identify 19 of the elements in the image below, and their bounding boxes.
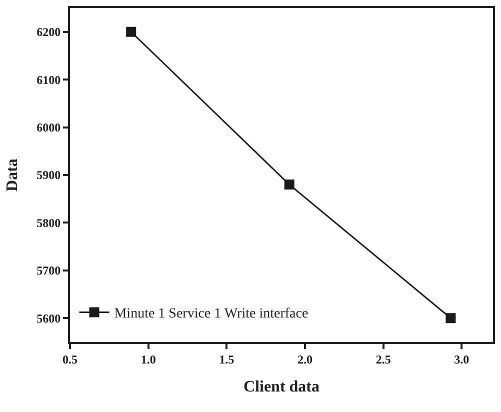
legend-label: Minute 1 Service 1 Write interface [114, 306, 308, 322]
x-tick-label: 2.0 [298, 352, 312, 366]
point [126, 26, 136, 37]
y-tick-label: 6200 [36, 25, 61, 40]
x-tick-label: 3.0 [454, 352, 470, 366]
y-tick-label: 5800 [36, 216, 61, 230]
y-tick-label: 5600 [36, 311, 61, 326]
x-axis-title: Client data [244, 378, 320, 396]
y-tick-label: 5900 [36, 168, 61, 182]
point [284, 180, 294, 190]
x-tick-label: 1.0 [140, 352, 156, 366]
y-tick-label: 5700 [36, 264, 61, 278]
y-tick-label: 6000 [36, 120, 61, 134]
point [446, 313, 456, 324]
y-axis-title: Data [4, 158, 21, 192]
y-tick-label: 6100 [36, 72, 61, 87]
x-tick-label: 1.5 [219, 352, 234, 366]
x-tick-label: 0.5 [62, 352, 78, 366]
x-tick-label: 2.5 [376, 352, 391, 366]
